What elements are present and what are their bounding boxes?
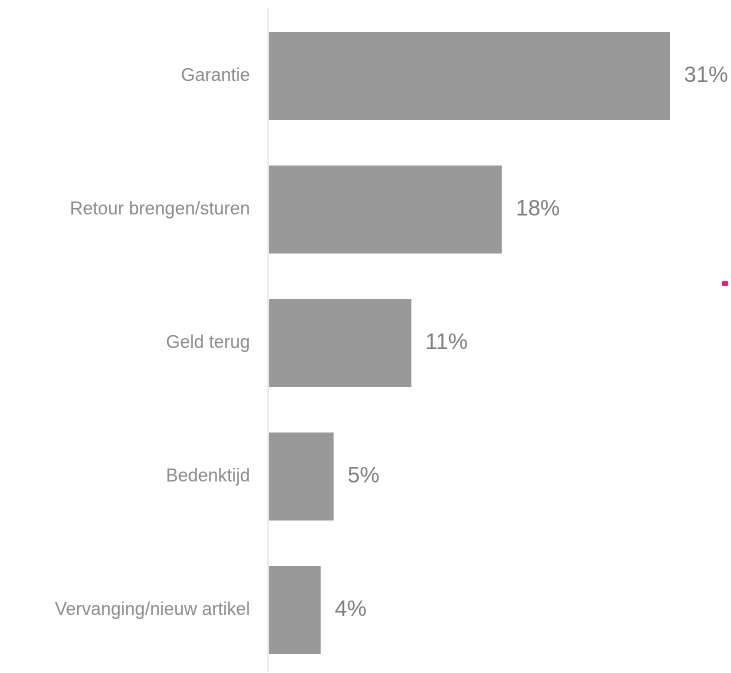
stray-pink-mark	[722, 281, 728, 286]
value-label-2: 18%	[516, 195, 560, 220]
category-label-3: Geld terug	[166, 332, 250, 352]
value-label-5: 4%	[335, 596, 367, 621]
bar-5	[269, 566, 321, 654]
bar-2	[269, 165, 502, 254]
category-label-2: Retour brengen/sturen	[70, 198, 250, 218]
bar-1	[269, 32, 670, 120]
category-label-1: Garantie	[181, 65, 250, 85]
category-labels: Garantie Retour brengen/sturen Geld terug B…	[55, 65, 250, 619]
value-label-1: 31%	[684, 62, 728, 87]
bars-layer	[269, 32, 670, 654]
bar-3	[269, 299, 412, 387]
category-label-5: Vervanging/nieuw artikel	[55, 599, 250, 619]
value-label-3: 11%	[425, 329, 467, 354]
value-label-4: 5%	[348, 462, 380, 487]
category-label-4: Bedenktijd	[166, 465, 250, 485]
value-labels: 31% 18% 11% 5% 4%	[335, 62, 728, 621]
bar-4	[269, 432, 334, 521]
